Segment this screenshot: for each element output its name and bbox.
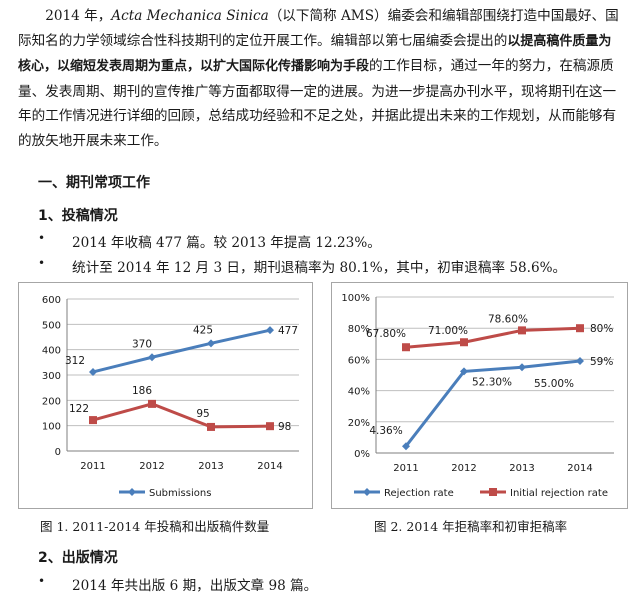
x-tick-label: 2011 — [393, 463, 418, 474]
data-label: 370 — [132, 338, 152, 350]
data-label: 67.80% — [366, 328, 406, 340]
series-line — [92, 328, 271, 374]
x-tick-label: 2012 — [451, 463, 476, 474]
y-tick-label: 100% — [341, 293, 370, 304]
data-point — [460, 367, 468, 376]
list-item-text: 统计至 2014 年 12 月 3 日，期刊退稿率为 80.1%，其中，初审退稿… — [72, 260, 567, 276]
list-item-text: 2014 年收稿 477 篇。较 2013 年提高 12.23%。 — [72, 235, 381, 251]
data-point — [576, 356, 584, 365]
y-tick-label: 300 — [42, 371, 61, 382]
intro-text-3: 的工作目标，通过一年的努力，在稿源质量、发表周期、期刊的宣传推广等方面都取得一定… — [18, 58, 617, 149]
section-heading: 一、期刊常项工作 — [38, 175, 150, 191]
intro-text-1: 2014 年， — [45, 8, 112, 24]
chart-submissions: 0 100 200 300 400 500 600 2011 2012 2013 2014 312 37… — [18, 282, 313, 509]
subsection-heading-submissions: 1、投稿情况 — [38, 208, 118, 224]
subsection-heading-publication: 2、出版情况 — [38, 550, 118, 566]
legend-marker — [489, 488, 497, 496]
y-tick-label: 400 — [42, 346, 61, 357]
series-line — [405, 326, 581, 349]
data-label: 186 — [132, 385, 152, 397]
data-point — [518, 326, 526, 335]
data-point — [148, 399, 156, 408]
bullet-icon: • — [38, 256, 46, 270]
journal-name: Acta Mechanica Sinica — [111, 8, 269, 24]
data-label: 425 — [193, 324, 213, 336]
data-point — [402, 343, 410, 352]
data-point — [266, 326, 274, 335]
y-tick-label: 80% — [348, 324, 370, 335]
x-tick-label: 2012 — [139, 461, 164, 472]
y-tick-label: 100 — [42, 422, 61, 433]
data-label: 80% — [590, 323, 613, 335]
data-label: 98 — [278, 421, 291, 433]
series-line — [404, 359, 581, 448]
x-tick-label: 2014 — [567, 463, 592, 474]
x-tick-label: 2011 — [80, 461, 105, 472]
data-point — [207, 422, 215, 431]
list-item-text: 2014 年共出版 6 期，出版文章 98 篇。 — [72, 578, 318, 594]
data-point — [266, 422, 274, 431]
legend-marker — [363, 488, 371, 496]
legend-marker — [128, 488, 136, 496]
data-label: 95 — [196, 408, 209, 420]
chart-rejection-rates: 0% 20% 40% 60% 80% 100% 2011 2012 2013 2014 4.36% 5… — [331, 282, 628, 509]
data-label: 4.36% — [369, 425, 402, 437]
y-tick-label: 60% — [348, 355, 370, 366]
data-label: 71.00% — [428, 325, 468, 337]
x-tick-label: 2013 — [509, 463, 534, 474]
y-tick-label: 40% — [348, 387, 370, 398]
data-point — [89, 367, 97, 376]
data-label: 52.30% — [472, 376, 512, 388]
data-label: 55.00% — [534, 378, 574, 390]
x-tick-label: 2014 — [257, 461, 282, 472]
data-label: 477 — [278, 325, 298, 337]
data-point — [518, 363, 526, 372]
legend-label: Rejection rate — [384, 488, 454, 499]
y-tick-label: 200 — [42, 396, 61, 407]
y-tick-label: 0% — [354, 449, 370, 460]
x-tick-label: 2013 — [198, 461, 223, 472]
bullet-icon: • — [38, 574, 46, 588]
intro-text-2: （以下简称 AMS）编委会和编辑部围绕打造中国最好、国际知名的力学领域综合性科技… — [18, 8, 619, 49]
data-point — [460, 338, 468, 347]
data-label: 78.60% — [488, 313, 528, 325]
data-point — [402, 442, 410, 451]
chart-submissions-svg: 0 100 200 300 400 500 600 2011 2012 2013 2014 312 37… — [42, 295, 299, 499]
y-tick-label: 0 — [55, 447, 61, 458]
intro-bold-goal: 以提高稿件质量为核心，以缩短发表周期为重点，以扩大国际化传播影响为手段 — [18, 33, 612, 75]
y-tick-label: 600 — [42, 295, 61, 306]
data-point — [576, 324, 584, 333]
y-tick-label: 20% — [348, 418, 370, 429]
data-label: 122 — [69, 403, 89, 415]
data-point — [148, 353, 156, 362]
legend-label: Initial rejection rate — [510, 488, 608, 499]
bullet-icon: • — [38, 231, 46, 245]
data-point — [89, 416, 97, 425]
chart-rejection-rates-svg: 0% 20% 40% 60% 80% 100% 2011 2012 2013 2014 4.36% 5… — [341, 293, 614, 499]
figure-2-caption: 图 2. 2014 年拒稿率和初审拒稿率 — [374, 519, 568, 534]
series-line — [92, 402, 271, 429]
legend-label: Submissions — [149, 488, 211, 499]
data-label: 59% — [590, 356, 613, 368]
figure-1-caption: 图 1. 2011-2014 年投稿和出版稿件数量 — [40, 519, 270, 534]
y-tick-label: 500 — [42, 320, 61, 331]
data-point — [207, 339, 215, 348]
data-label: 312 — [65, 355, 85, 367]
intro-paragraph: 2014 年，Acta Mechanica Sinica（以下简称 AMS）编委… — [18, 4, 624, 153]
